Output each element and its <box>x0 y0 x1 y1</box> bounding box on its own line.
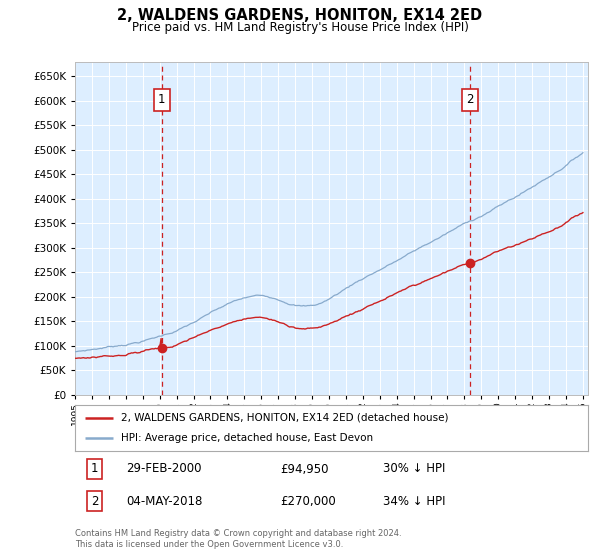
Text: HPI: Average price, detached house, East Devon: HPI: Average price, detached house, East… <box>121 433 373 444</box>
Text: £94,950: £94,950 <box>280 463 329 475</box>
Text: 2: 2 <box>466 94 474 106</box>
Text: 1: 1 <box>158 94 166 106</box>
Text: 2: 2 <box>91 494 98 508</box>
Text: 30% ↓ HPI: 30% ↓ HPI <box>383 463 445 475</box>
Text: Contains HM Land Registry data © Crown copyright and database right 2024.: Contains HM Land Registry data © Crown c… <box>75 529 401 538</box>
Text: 2, WALDENS GARDENS, HONITON, EX14 2ED: 2, WALDENS GARDENS, HONITON, EX14 2ED <box>118 8 482 24</box>
Text: 04-MAY-2018: 04-MAY-2018 <box>127 494 203 508</box>
Text: 34% ↓ HPI: 34% ↓ HPI <box>383 494 445 508</box>
Text: £270,000: £270,000 <box>280 494 336 508</box>
Text: 29-FEB-2000: 29-FEB-2000 <box>127 463 202 475</box>
Text: 2, WALDENS GARDENS, HONITON, EX14 2ED (detached house): 2, WALDENS GARDENS, HONITON, EX14 2ED (d… <box>121 413 449 423</box>
Text: Price paid vs. HM Land Registry's House Price Index (HPI): Price paid vs. HM Land Registry's House … <box>131 21 469 34</box>
Text: This data is licensed under the Open Government Licence v3.0.: This data is licensed under the Open Gov… <box>75 540 343 549</box>
Text: 1: 1 <box>91 463 98 475</box>
